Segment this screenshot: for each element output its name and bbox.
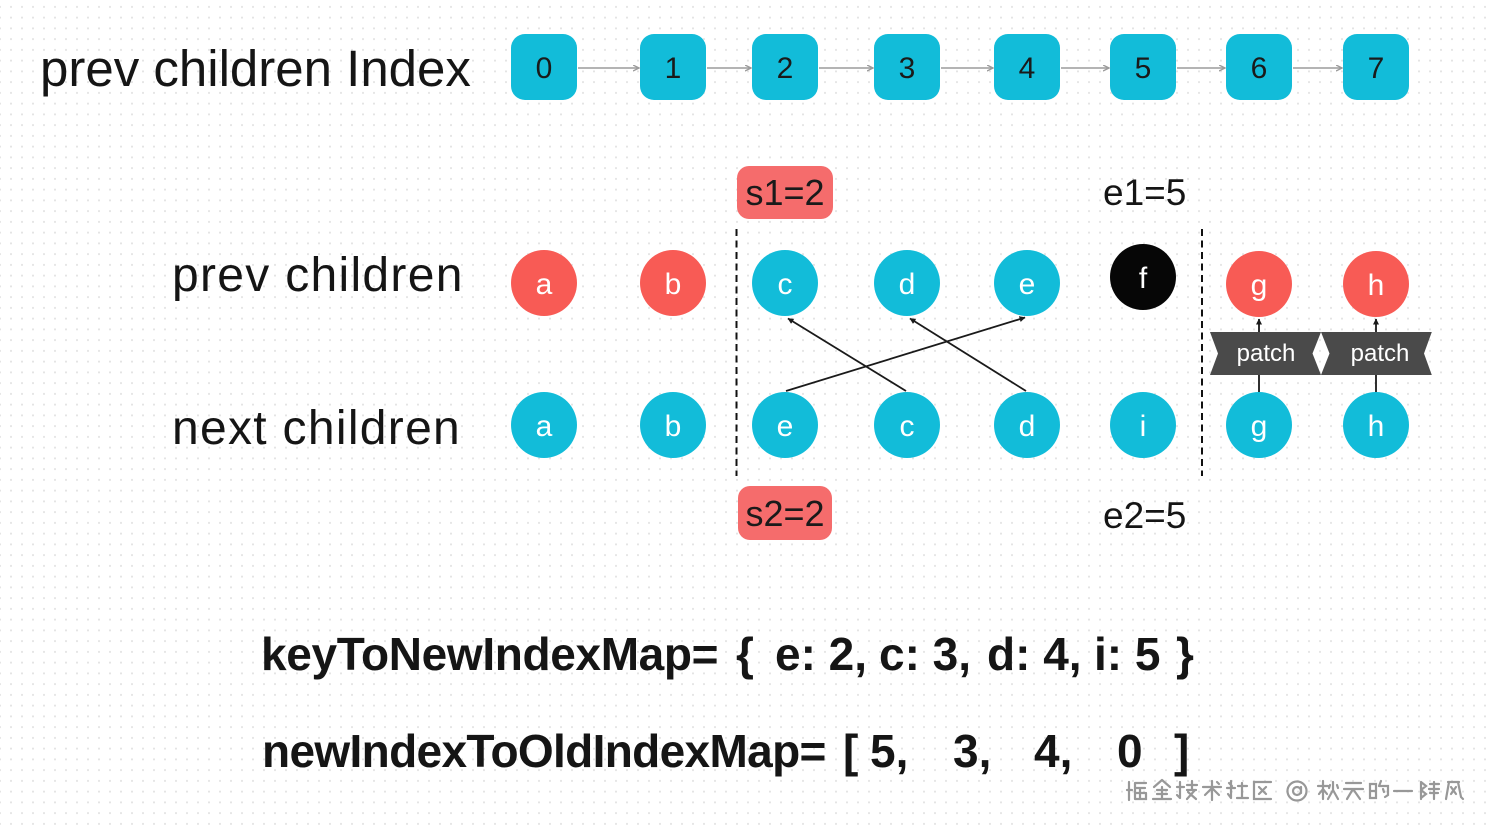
svg-text:h: h xyxy=(1368,410,1385,443)
svg-text:patch: patch xyxy=(1351,340,1410,367)
svg-text:4: 4 xyxy=(1019,52,1036,85)
svg-text:d: d xyxy=(899,268,916,301)
svg-text:0: 0 xyxy=(536,52,553,85)
svg-text:a: a xyxy=(536,410,553,443)
svg-text:3: 3 xyxy=(899,52,916,85)
svg-text:b: b xyxy=(665,410,682,443)
svg-text:g: g xyxy=(1251,410,1268,443)
svg-text:7: 7 xyxy=(1368,52,1385,85)
svg-text:c: c xyxy=(900,410,915,443)
svg-text:s1=2: s1=2 xyxy=(745,172,824,213)
svg-text:b: b xyxy=(665,268,682,301)
svg-text:h: h xyxy=(1368,269,1385,302)
svg-text:d: d xyxy=(1019,410,1036,443)
svg-text:s2=2: s2=2 xyxy=(745,493,824,534)
svg-text:g: g xyxy=(1251,269,1268,302)
svg-text:1: 1 xyxy=(665,52,682,85)
svg-text:c: c xyxy=(778,268,793,301)
svg-text:e: e xyxy=(777,410,794,443)
svg-text:2: 2 xyxy=(777,52,794,85)
svg-text:f: f xyxy=(1139,262,1148,295)
svg-text:e: e xyxy=(1019,268,1036,301)
svg-text:6: 6 xyxy=(1251,52,1268,85)
svg-text:patch: patch xyxy=(1237,340,1296,367)
svg-text:a: a xyxy=(536,268,553,301)
svg-text:5: 5 xyxy=(1135,52,1152,85)
svg-text:i: i xyxy=(1140,410,1147,443)
